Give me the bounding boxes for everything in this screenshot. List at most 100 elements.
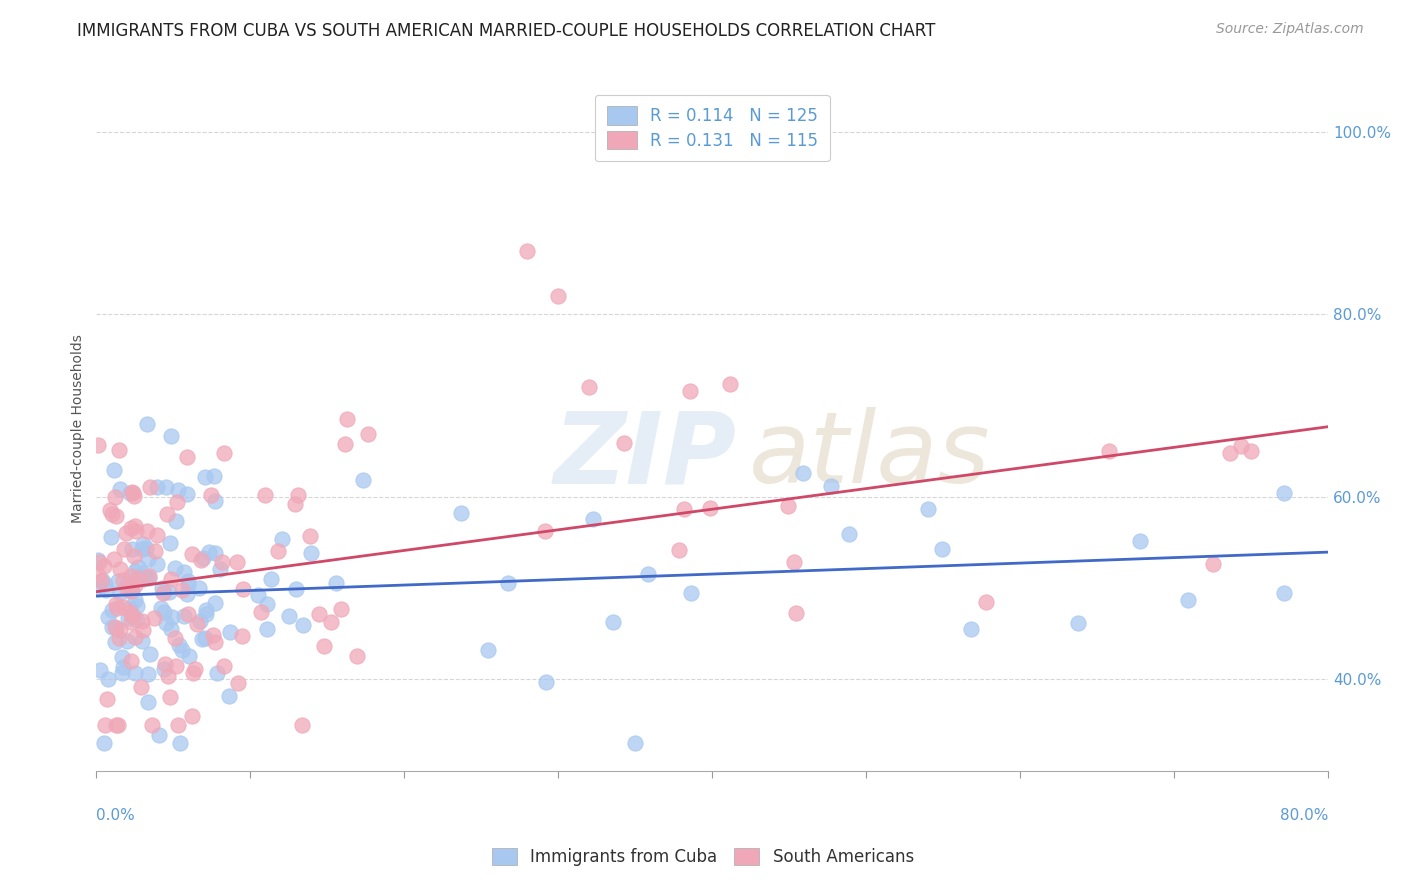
South Americans <box>129 680 152 694</box>
Immigrants from Cuba <box>1177 593 1199 607</box>
Immigrants from Cuba <box>204 493 226 508</box>
South Americans <box>124 630 146 644</box>
South Americans <box>266 543 288 558</box>
South Americans <box>308 607 330 622</box>
South Americans <box>253 488 276 502</box>
South Americans <box>184 662 207 676</box>
Immigrants from Cuba <box>121 608 143 623</box>
Immigrants from Cuba <box>136 417 159 431</box>
Y-axis label: Married-couple Households: Married-couple Households <box>72 334 86 523</box>
South Americans <box>141 718 163 732</box>
Immigrants from Cuba <box>202 469 225 483</box>
Immigrants from Cuba <box>97 609 120 624</box>
Legend: R = 0.114   N = 125, R = 0.131   N = 115: R = 0.114 N = 125, R = 0.131 N = 115 <box>595 95 830 161</box>
Immigrants from Cuba <box>105 621 128 635</box>
South Americans <box>153 657 176 671</box>
South Americans <box>1240 444 1263 458</box>
Immigrants from Cuba <box>173 609 195 624</box>
South Americans <box>115 526 138 541</box>
Immigrants from Cuba <box>118 600 141 615</box>
South Americans <box>120 521 142 535</box>
Text: 0.0%: 0.0% <box>97 808 135 823</box>
South Americans <box>250 605 273 619</box>
Text: Source: ZipAtlas.com: Source: ZipAtlas.com <box>1216 22 1364 37</box>
South Americans <box>177 607 200 622</box>
South Americans <box>547 289 569 303</box>
Immigrants from Cuba <box>111 649 134 664</box>
Immigrants from Cuba <box>100 620 122 634</box>
Text: ZIP: ZIP <box>554 408 737 504</box>
Immigrants from Cuba <box>155 480 177 494</box>
South Americans <box>186 616 208 631</box>
Immigrants from Cuba <box>1272 485 1295 500</box>
Immigrants from Cuba <box>477 643 499 657</box>
South Americans <box>127 571 149 585</box>
Immigrants from Cuba <box>1272 586 1295 600</box>
Immigrants from Cuba <box>136 551 159 566</box>
Immigrants from Cuba <box>169 736 191 750</box>
Immigrants from Cuba <box>136 666 159 681</box>
South Americans <box>165 658 187 673</box>
Immigrants from Cuba <box>135 541 157 555</box>
Immigrants from Cuba <box>163 561 186 575</box>
Immigrants from Cuba <box>125 613 148 627</box>
South Americans <box>782 555 804 569</box>
South Americans <box>124 578 146 592</box>
South Americans <box>679 384 702 398</box>
South Americans <box>516 244 538 258</box>
Immigrants from Cuba <box>132 566 155 580</box>
Immigrants from Cuba <box>153 662 176 676</box>
South Americans <box>1202 557 1225 571</box>
South Americans <box>115 582 138 597</box>
South Americans <box>534 524 557 538</box>
South Americans <box>104 718 127 732</box>
South Americans <box>232 582 254 596</box>
Immigrants from Cuba <box>450 506 472 520</box>
Immigrants from Cuba <box>218 689 240 703</box>
Immigrants from Cuba <box>931 541 953 556</box>
South Americans <box>314 640 336 654</box>
Immigrants from Cuba <box>209 562 232 576</box>
South Americans <box>136 524 159 538</box>
Immigrants from Cuba <box>124 593 146 607</box>
South Americans <box>104 490 127 504</box>
Immigrants from Cuba <box>124 665 146 680</box>
Immigrants from Cuba <box>204 546 226 560</box>
Immigrants from Cuba <box>87 553 110 567</box>
Immigrants from Cuba <box>271 532 294 546</box>
Immigrants from Cuba <box>177 578 200 592</box>
South Americans <box>330 601 353 615</box>
South Americans <box>181 665 204 680</box>
South Americans <box>156 507 179 521</box>
South Americans <box>226 675 249 690</box>
Immigrants from Cuba <box>146 557 169 571</box>
Immigrants from Cuba <box>285 582 308 596</box>
South Americans <box>120 568 142 582</box>
Immigrants from Cuba <box>582 511 605 525</box>
South Americans <box>120 584 142 599</box>
Immigrants from Cuba <box>256 622 278 636</box>
Immigrants from Cuba <box>624 736 647 750</box>
Immigrants from Cuba <box>256 597 278 611</box>
Immigrants from Cuba <box>179 648 201 663</box>
South Americans <box>93 558 115 573</box>
South Americans <box>204 634 226 648</box>
South Americans <box>138 568 160 582</box>
South Americans <box>93 718 115 732</box>
Immigrants from Cuba <box>205 666 228 681</box>
Immigrants from Cuba <box>153 605 176 619</box>
South Americans <box>336 412 359 426</box>
Immigrants from Cuba <box>534 674 557 689</box>
Immigrants from Cuba <box>169 638 191 652</box>
South Americans <box>673 502 696 516</box>
South Americans <box>87 438 110 452</box>
Immigrants from Cuba <box>204 596 226 610</box>
Immigrants from Cuba <box>191 550 214 565</box>
South Americans <box>321 615 343 629</box>
South Americans <box>152 585 174 599</box>
Immigrants from Cuba <box>166 483 188 497</box>
South Americans <box>211 555 233 569</box>
South Americans <box>122 489 145 503</box>
Immigrants from Cuba <box>160 609 183 624</box>
South Americans <box>284 497 307 511</box>
